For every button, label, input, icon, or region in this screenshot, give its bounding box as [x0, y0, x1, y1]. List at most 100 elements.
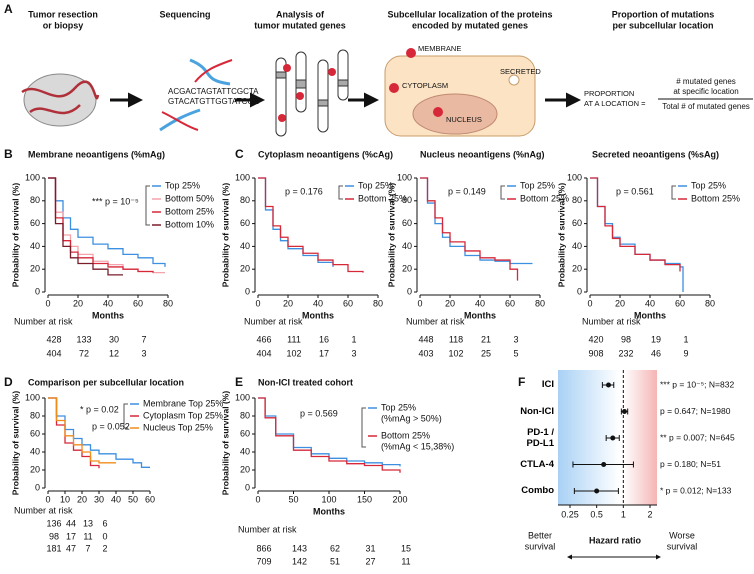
x-tick-label: 1 [621, 509, 626, 519]
risk-count: 72 [79, 348, 89, 358]
x-axis-label: Months [634, 310, 666, 320]
risk-count: 12 [109, 348, 119, 358]
legend-bracket [145, 185, 150, 226]
p-value: * p = 0.02 [80, 404, 119, 414]
hazard-ratio [594, 488, 600, 494]
risk-count: 3 [351, 348, 356, 358]
survival-curve [590, 177, 681, 272]
step-title: per subcellular location [612, 20, 713, 30]
forest-category: ICI [541, 379, 554, 390]
risk-count: 448 [418, 334, 433, 344]
risk-count: 403 [418, 348, 433, 358]
risk-count: 2 [102, 543, 107, 553]
x-tick-label: 40 [111, 494, 121, 504]
risk-count: 866 [256, 543, 271, 553]
risk-count: 111 [287, 334, 301, 344]
y-tick-label: 60 [30, 218, 40, 228]
risk-label: Number at risk [406, 316, 465, 326]
survival-curve [48, 397, 116, 464]
risk-count: 16 [319, 334, 329, 344]
formula-numerator: # mutated genes [676, 77, 736, 86]
y-tick-label: 60 [402, 218, 412, 228]
y-tick-label: 0 [35, 482, 40, 492]
risk-count: 6 [102, 518, 107, 528]
p-value: *** p = 10⁻⁵ [92, 196, 139, 206]
forest-category: PD-1 / PD-L1 [526, 427, 554, 449]
legend-label: Top 25% [381, 402, 416, 412]
survival-curve [258, 397, 401, 473]
survival-curve [48, 397, 100, 469]
hazard-ratio [605, 382, 611, 388]
x-tick-label: 0 [45, 298, 50, 308]
risk-count: 908 [588, 348, 603, 358]
x-tick-label: 40 [475, 298, 485, 308]
risk-count: 15 [401, 543, 411, 553]
x-tick-label: 20 [73, 298, 83, 308]
risk-count: 9 [683, 348, 688, 358]
step-title: or biopsy [43, 20, 84, 30]
y-tick-label: 40 [402, 241, 412, 251]
cell-label: SECRETED [500, 67, 541, 76]
risk-count: 27 [365, 556, 375, 566]
risk-count: 17 [66, 531, 76, 541]
p-value: p = 0.569 [300, 408, 338, 418]
risk-count: 7 [85, 543, 90, 553]
p-value: p = 0.180; N=51 [660, 459, 721, 469]
survival-curve [48, 177, 166, 267]
x-tick-label: 0 [255, 494, 260, 504]
x-tick-label: 50 [288, 494, 298, 504]
legend-bracket [123, 403, 128, 429]
step-title: Proportion of mutations [612, 9, 715, 19]
x-tick-label: 80 [535, 298, 545, 308]
x-axis-label: Months [302, 310, 334, 320]
x-tick-label: 60 [133, 298, 143, 308]
y-tick-label: 60 [572, 218, 582, 228]
p-value: *** p = 10⁻⁵; N=832 [660, 379, 734, 389]
panel-label: F [518, 375, 525, 389]
survival-curve [258, 177, 364, 273]
legend-label: Membrane Top 25% [143, 398, 223, 408]
y-tick-label: 100 [235, 392, 250, 402]
chromosomes [275, 49, 349, 137]
hazard-ratio [610, 435, 616, 441]
risk-count: 44 [66, 518, 76, 528]
p-value: p = 0.176 [285, 186, 323, 196]
y-tick-label: 100 [25, 172, 40, 182]
risk-count: 404 [256, 348, 271, 358]
x-tick-label: 0 [255, 298, 260, 308]
legend-label: Top 25% [165, 180, 200, 190]
x-tick-label: 20 [283, 298, 293, 308]
risk-count: 3 [141, 348, 146, 358]
x-axis-label: Months [313, 506, 345, 516]
risk-label: Number at risk [238, 524, 297, 534]
legend-label: Bottom 25% [358, 193, 407, 203]
y-tick-label: 60 [30, 428, 40, 438]
risk-count: 3 [513, 334, 518, 344]
risk-count: 709 [256, 556, 271, 566]
y-tick-label: 100 [25, 392, 40, 402]
x-tick-label: 20 [445, 298, 455, 308]
risk-count: 11 [401, 556, 410, 566]
formula-text: AT A LOCATION = [584, 99, 646, 108]
legend-label: Bottom 25% [165, 206, 214, 216]
worse-label: survival [667, 541, 698, 551]
risk-count: 404 [46, 348, 61, 358]
risk-count: 133 [76, 334, 91, 344]
legend-note: (%mAg > 50%) [381, 413, 442, 423]
x-axis-label: Months [92, 310, 124, 320]
y-axis-label: Probability of survival (%) [556, 183, 566, 288]
risk-count: 30 [109, 334, 119, 344]
y-tick-label: 40 [572, 241, 582, 251]
risk-count: 7 [141, 334, 146, 344]
risk-count: 118 [449, 334, 463, 344]
x-tick-label: 2 [647, 509, 652, 519]
y-tick-label: 60 [240, 428, 250, 438]
legend-label: Bottom 25% [381, 430, 430, 440]
p-value: ** p = 0.007; N=645 [660, 432, 735, 442]
risk-count: 1 [351, 334, 356, 344]
x-tick-label: 60 [145, 494, 155, 504]
y-tick-label: 80 [402, 195, 412, 205]
x-tick-label: 80 [373, 298, 383, 308]
y-tick-label: 20 [572, 264, 582, 274]
